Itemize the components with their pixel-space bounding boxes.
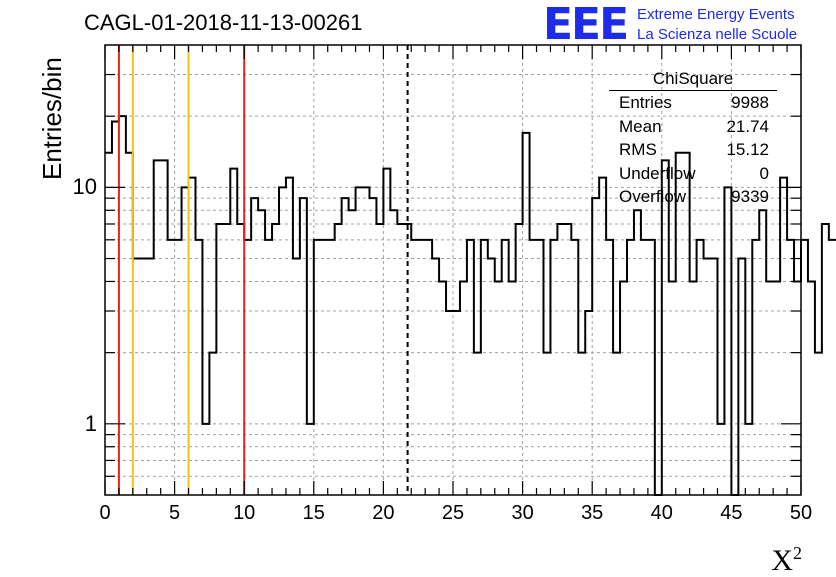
stats-value: 21.74 [726,116,769,136]
x-axis-label-text: X [771,544,793,577]
x-tick-label: 20 [372,502,395,524]
stats-row-mean: Mean 21.74 [609,115,777,139]
axis-ticks [104,45,802,495]
stats-value: 9988 [731,93,769,112]
histogram [105,115,836,496]
stats-label: Mean [619,116,662,136]
x-tick-label: 25 [441,502,465,524]
plot-frame [104,44,802,496]
y-axis-label-text: Entries/bin [37,57,67,180]
stats-value: 15.12 [726,140,769,159]
stats-box: ChiSquare Entries 9988 Mean 21.74 RMS 15… [609,68,777,209]
y-tick-label: 1 [84,410,97,436]
logo-line-2: La Scienza nelle Scuole [637,26,798,43]
x-tick-label: 5 [169,502,181,524]
x-tick-label: 40 [650,502,673,524]
x-axis-label-superscript: 2 [793,543,802,563]
stats-label: Entries [619,93,672,112]
x-tick-label: 35 [581,502,604,524]
x-tick-label: 50 [789,502,813,524]
stats-label: Overflow [619,187,687,206]
stats-row-entries: Entries 9988 [609,91,777,115]
stats-label: RMS [619,140,657,159]
y-tick-label: 10 [72,174,97,200]
x-tick-label: 0 [99,502,111,524]
stats-row-overflow: Overflow 9339 [609,185,777,209]
stats-value: 9339 [731,187,769,206]
x-tick-label: 45 [720,502,743,524]
stats-title: ChiSquare [609,68,777,91]
stats-row-rms: RMS 15.12 [609,138,777,162]
stats-label: Underflow [619,163,696,183]
logo-line-1: Extreme Energy Events [637,6,795,23]
stats-row-underflow: Underflow 0 [609,162,777,186]
eee-logo-mark: EEE [543,0,629,50]
x-tick-label: 30 [511,502,534,524]
x-axis-label: X2 [771,538,802,576]
chart-title: CAGL-01-2018-11-13-00261 [84,10,363,35]
stats-value: 0 [759,163,769,183]
x-tick-label: 10 [233,502,256,524]
histogram-line [105,115,836,496]
x-tick-label: 15 [302,502,325,524]
reference-lines [117,45,409,495]
